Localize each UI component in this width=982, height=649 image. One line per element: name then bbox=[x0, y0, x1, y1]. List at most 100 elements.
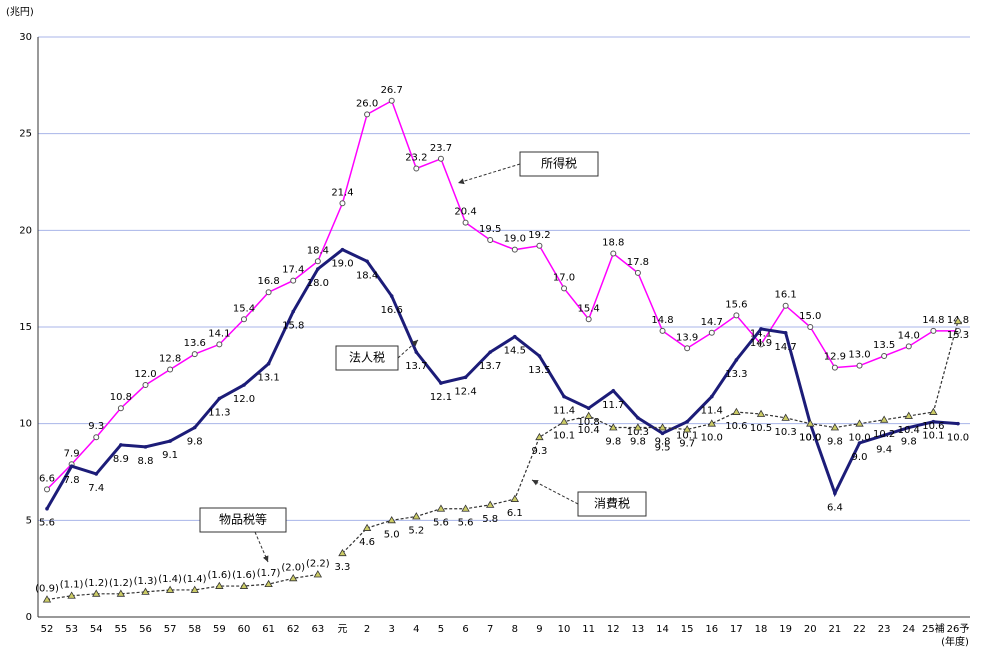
x-tick-label: 5 bbox=[438, 624, 444, 635]
data-point bbox=[905, 343, 912, 350]
data-label: 6.1 bbox=[507, 508, 523, 519]
data-point bbox=[807, 324, 814, 330]
data-label: 10.4 bbox=[898, 425, 920, 436]
data-label: 6.4 bbox=[827, 502, 843, 513]
data-label: 9.3 bbox=[531, 446, 547, 457]
data-point bbox=[362, 523, 372, 531]
y-tick-label: 25 bbox=[19, 129, 32, 140]
data-label: 13.7 bbox=[479, 361, 501, 372]
data-label: 26.0 bbox=[356, 98, 378, 109]
data-point bbox=[708, 329, 715, 336]
data-label: 20.4 bbox=[454, 207, 476, 218]
data-point bbox=[264, 579, 273, 588]
data-point bbox=[313, 570, 323, 578]
data-label: 12.0 bbox=[233, 394, 255, 405]
data-label: 10.2 bbox=[873, 429, 895, 440]
data-label: 12.0 bbox=[134, 369, 156, 380]
data-label: (1.6) bbox=[232, 570, 256, 581]
x-tick-label: 61 bbox=[262, 624, 275, 635]
series-line bbox=[45, 247, 959, 510]
data-label: 14.7 bbox=[775, 342, 797, 353]
x-tick-label: 25補 bbox=[922, 622, 945, 635]
data-label: 11.4 bbox=[553, 406, 575, 417]
data-point bbox=[733, 312, 740, 319]
data-point bbox=[535, 432, 544, 441]
data-label: 13.0 bbox=[848, 350, 870, 361]
data-label: 14.8 bbox=[922, 315, 944, 326]
data-point bbox=[682, 425, 692, 433]
data-label: 9.8 bbox=[605, 437, 621, 448]
annotation: 所得税 bbox=[457, 151, 599, 185]
data-point bbox=[806, 419, 815, 427]
data-label: (0.9) bbox=[35, 584, 59, 595]
data-point bbox=[488, 350, 492, 354]
data-label: 7.8 bbox=[64, 475, 80, 486]
data-label: 10.6 bbox=[725, 421, 747, 432]
y-tick-label: 30 bbox=[19, 32, 32, 43]
y-tick-label: 5 bbox=[26, 515, 32, 526]
data-point bbox=[856, 362, 863, 369]
data-point bbox=[316, 267, 320, 271]
x-tick-label: 13 bbox=[632, 624, 645, 635]
x-tick-label: 55 bbox=[114, 624, 127, 635]
data-point bbox=[437, 155, 444, 162]
data-label: 18.8 bbox=[602, 238, 624, 249]
data-label: (1.7) bbox=[257, 568, 281, 579]
data-point bbox=[881, 353, 888, 359]
data-label: 10.0 bbox=[701, 433, 723, 444]
x-tick-label: 12 bbox=[607, 624, 620, 635]
data-point bbox=[217, 396, 222, 401]
data-point bbox=[290, 277, 297, 284]
x-tick-label: 10 bbox=[558, 624, 571, 635]
data-point bbox=[412, 512, 421, 520]
x-tick-label: 14 bbox=[656, 624, 669, 635]
data-point bbox=[659, 327, 666, 334]
series-line bbox=[46, 99, 958, 490]
data-label: 13.1 bbox=[257, 373, 279, 384]
data-point bbox=[314, 258, 321, 265]
data-label: 14.1 bbox=[208, 328, 230, 339]
data-label: (1.6) bbox=[207, 570, 231, 581]
data-label: (1.4) bbox=[183, 574, 207, 585]
x-tick-label: 15 bbox=[681, 624, 694, 635]
data-label: 18.4 bbox=[307, 245, 329, 256]
data-label: 8.8 bbox=[138, 456, 154, 467]
data-point bbox=[559, 417, 569, 425]
x-tick-label: 63 bbox=[311, 624, 324, 635]
data-label: 6.6 bbox=[39, 473, 55, 484]
data-point bbox=[190, 585, 199, 593]
data-point bbox=[240, 316, 247, 323]
data-point bbox=[611, 389, 616, 393]
data-point bbox=[955, 327, 961, 334]
data-point bbox=[487, 237, 494, 243]
data-point bbox=[707, 419, 716, 427]
data-label: 10.8 bbox=[110, 392, 132, 403]
data-point bbox=[781, 413, 790, 421]
data-point bbox=[609, 423, 618, 431]
data-label: 9.1 bbox=[162, 450, 178, 461]
data-label: 5.0 bbox=[384, 529, 400, 540]
data-point bbox=[265, 289, 272, 296]
data-point bbox=[93, 434, 100, 441]
data-point bbox=[783, 331, 788, 335]
data-label: 5.6 bbox=[458, 518, 474, 529]
annotation: 法人税 bbox=[335, 339, 419, 371]
data-label: 14.8 bbox=[651, 315, 673, 326]
x-tick-label: 3 bbox=[389, 624, 395, 635]
data-point bbox=[930, 327, 937, 334]
data-point bbox=[734, 358, 739, 362]
x-tick-label: 2 bbox=[364, 624, 370, 635]
data-point bbox=[116, 589, 126, 597]
x-tick-label: 17 bbox=[730, 624, 743, 635]
data-point bbox=[462, 219, 469, 226]
data-point bbox=[759, 327, 763, 331]
x-tick-label: 20 bbox=[804, 624, 817, 635]
y-tick-label: 20 bbox=[19, 225, 32, 236]
x-tick-label: 8 bbox=[512, 624, 518, 635]
data-label: 14.1 bbox=[750, 328, 772, 339]
data-point bbox=[586, 406, 591, 411]
data-label: 7.4 bbox=[88, 483, 104, 494]
series-line bbox=[46, 573, 318, 601]
data-label: (1.3) bbox=[134, 576, 158, 587]
